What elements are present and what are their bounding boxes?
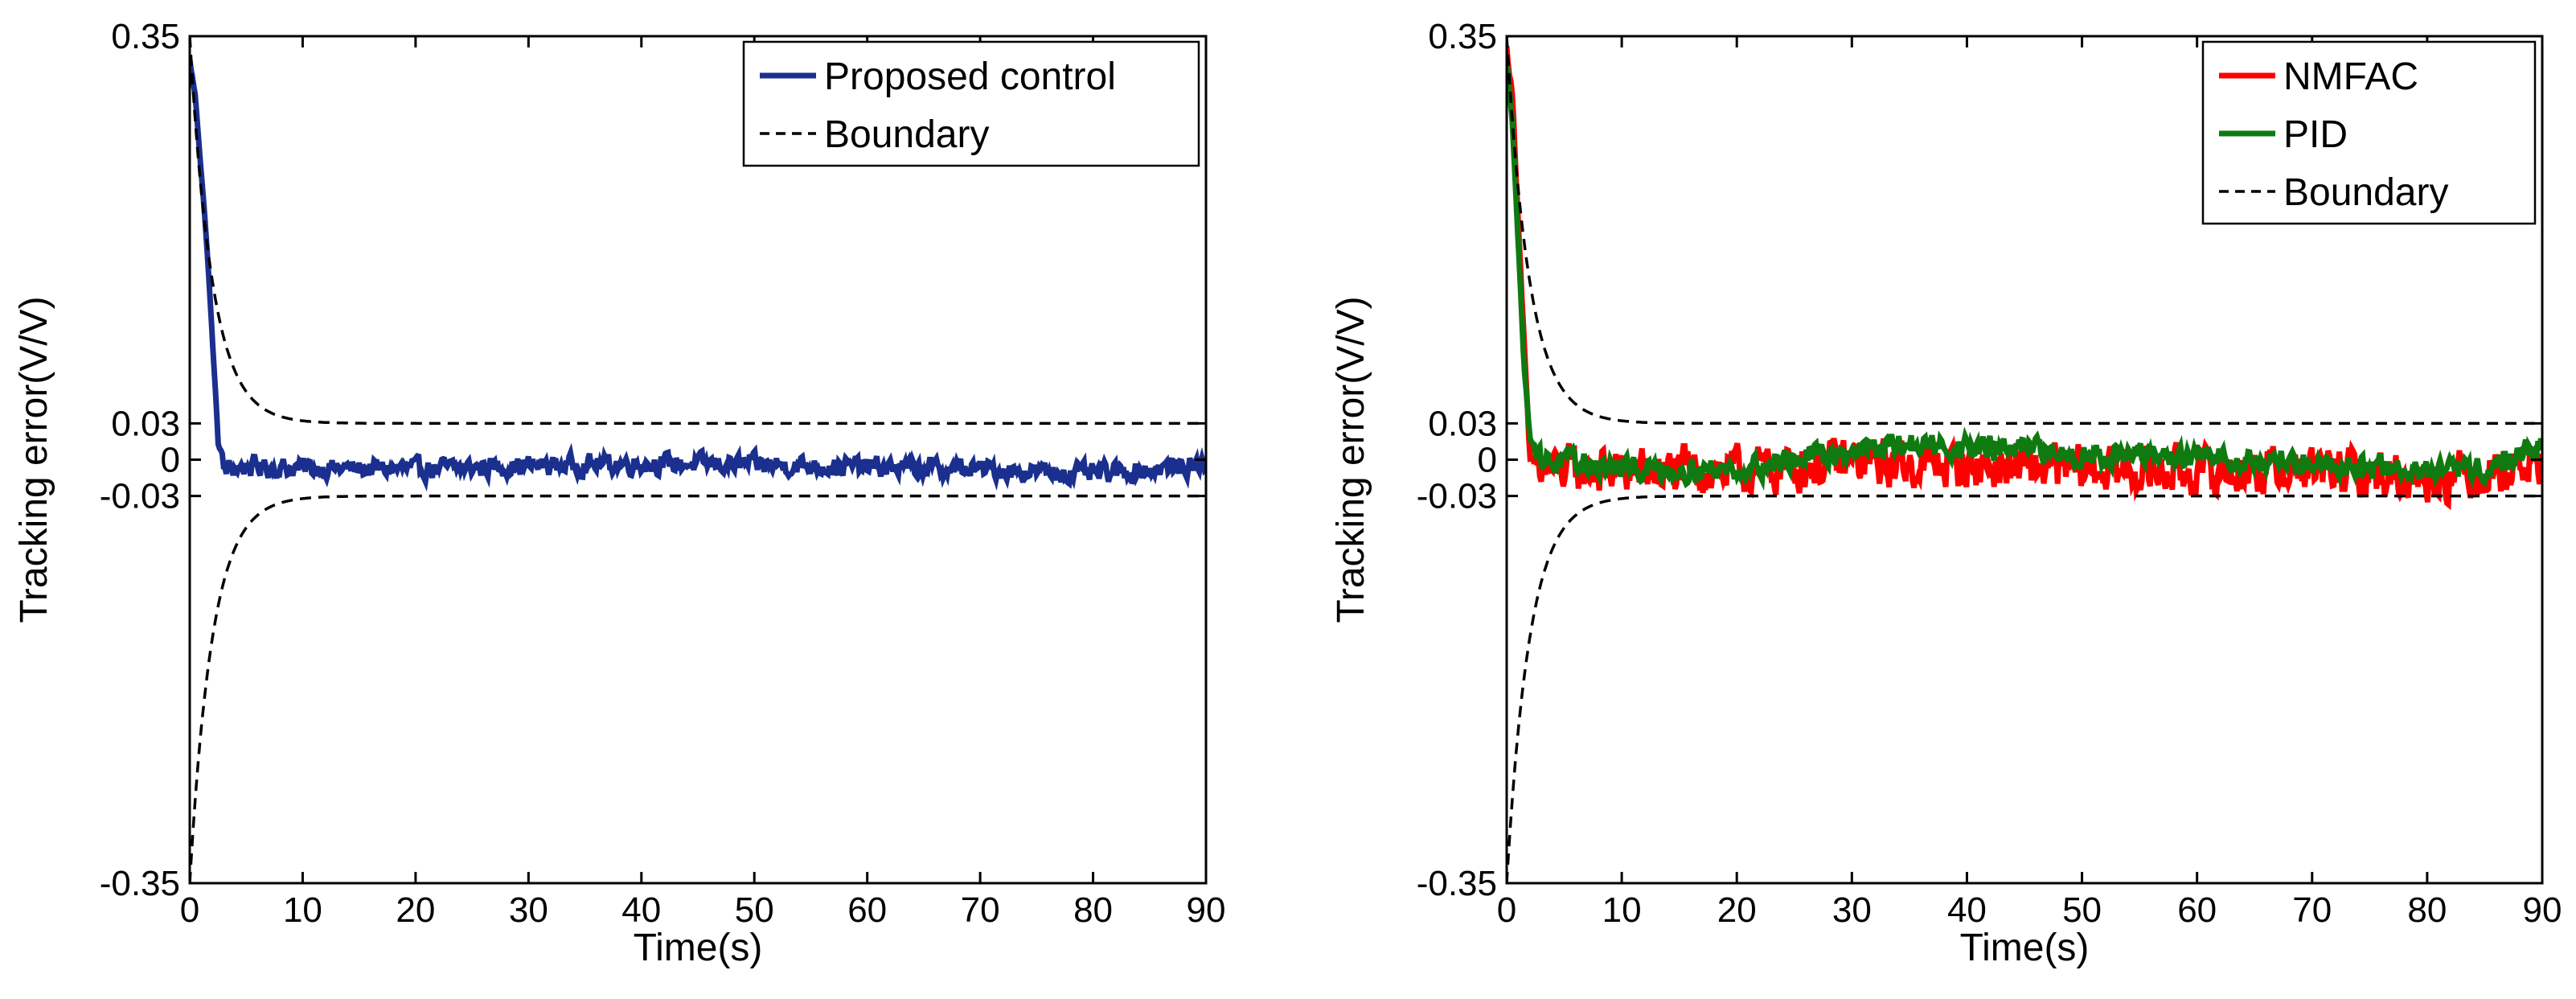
x-tick-label: 0 xyxy=(1497,890,1516,930)
y-tick-label: 0 xyxy=(161,441,180,480)
x-tick-label: 0 xyxy=(180,890,199,930)
y-tick-label: -0.03 xyxy=(100,477,180,516)
x-axis-label: Time(s) xyxy=(1960,927,2090,969)
x-tick-label: 90 xyxy=(1187,890,1226,930)
x-tick-label: 50 xyxy=(735,890,774,930)
plot-panel-2: 0 10 20 30 40 50 60 70 80 90-0.35-0.0300.030.35Ti… xyxy=(1330,17,2562,969)
x-tick-label: 60 xyxy=(847,890,887,930)
y-tick-label: 0.03 xyxy=(1428,404,1497,443)
data-layer xyxy=(190,36,1206,883)
x-tick-label: 80 xyxy=(2407,890,2447,930)
boundary-lower-line xyxy=(1507,494,2542,883)
boundary-upper-line xyxy=(1507,36,2542,426)
y-tick-label: -0.03 xyxy=(1417,477,1497,516)
boundary-lower-line xyxy=(190,494,1206,883)
y-tick-label: 0.03 xyxy=(111,404,180,443)
y-axis-label: Tracking error(V/V) xyxy=(1330,296,1372,623)
legend-proposed: Proposed control Boundary xyxy=(742,40,1200,167)
legend-label: NMFAC xyxy=(2283,56,2418,98)
plot-panel-1: 0 10 20 30 40 50 60 70 80 90-0.35-0.0300.030.35Ti… xyxy=(13,17,1225,969)
series-line-proposed-control xyxy=(190,59,1206,492)
y-tick-label: 0.35 xyxy=(1428,17,1497,56)
data-layer xyxy=(1507,36,2542,883)
y-tick-label: -0.35 xyxy=(100,864,180,903)
legend-label: Boundary xyxy=(824,113,989,156)
boundary-upper-line xyxy=(190,36,1206,426)
y-tick-label: -0.35 xyxy=(1417,864,1497,903)
legend-label: Boundary xyxy=(2283,171,2448,214)
series-line-pid xyxy=(1507,59,2542,491)
legend-label: Proposed control xyxy=(824,56,1116,98)
legend-box xyxy=(742,40,1200,167)
y-tick-label: 0 xyxy=(1478,441,1497,480)
x-tick-label: 90 xyxy=(2523,890,2562,930)
x-tick-label: 40 xyxy=(621,890,661,930)
x-tick-label: 30 xyxy=(509,890,548,930)
x-tick-label: 60 xyxy=(2177,890,2217,930)
x-axis-label: Time(s) xyxy=(634,927,763,969)
x-tick-label: 20 xyxy=(1717,890,1757,930)
x-tick-label: 70 xyxy=(961,890,1000,930)
y-axis-label: Tracking error(V/V) xyxy=(13,296,55,623)
x-tick-label: 50 xyxy=(2062,890,2102,930)
x-tick-label: 20 xyxy=(396,890,435,930)
x-tick-label: 10 xyxy=(1602,890,1642,930)
y-tick-label: 0.35 xyxy=(111,17,180,56)
x-tick-label: 70 xyxy=(2292,890,2332,930)
legend-comparison: NMFAC PID Boundary xyxy=(2201,40,2537,225)
x-tick-label: 10 xyxy=(283,890,322,930)
x-tick-label: 30 xyxy=(1832,890,1872,930)
x-tick-label: 80 xyxy=(1073,890,1113,930)
x-tick-label: 40 xyxy=(1947,890,1987,930)
legend-label: PID xyxy=(2283,113,2348,156)
